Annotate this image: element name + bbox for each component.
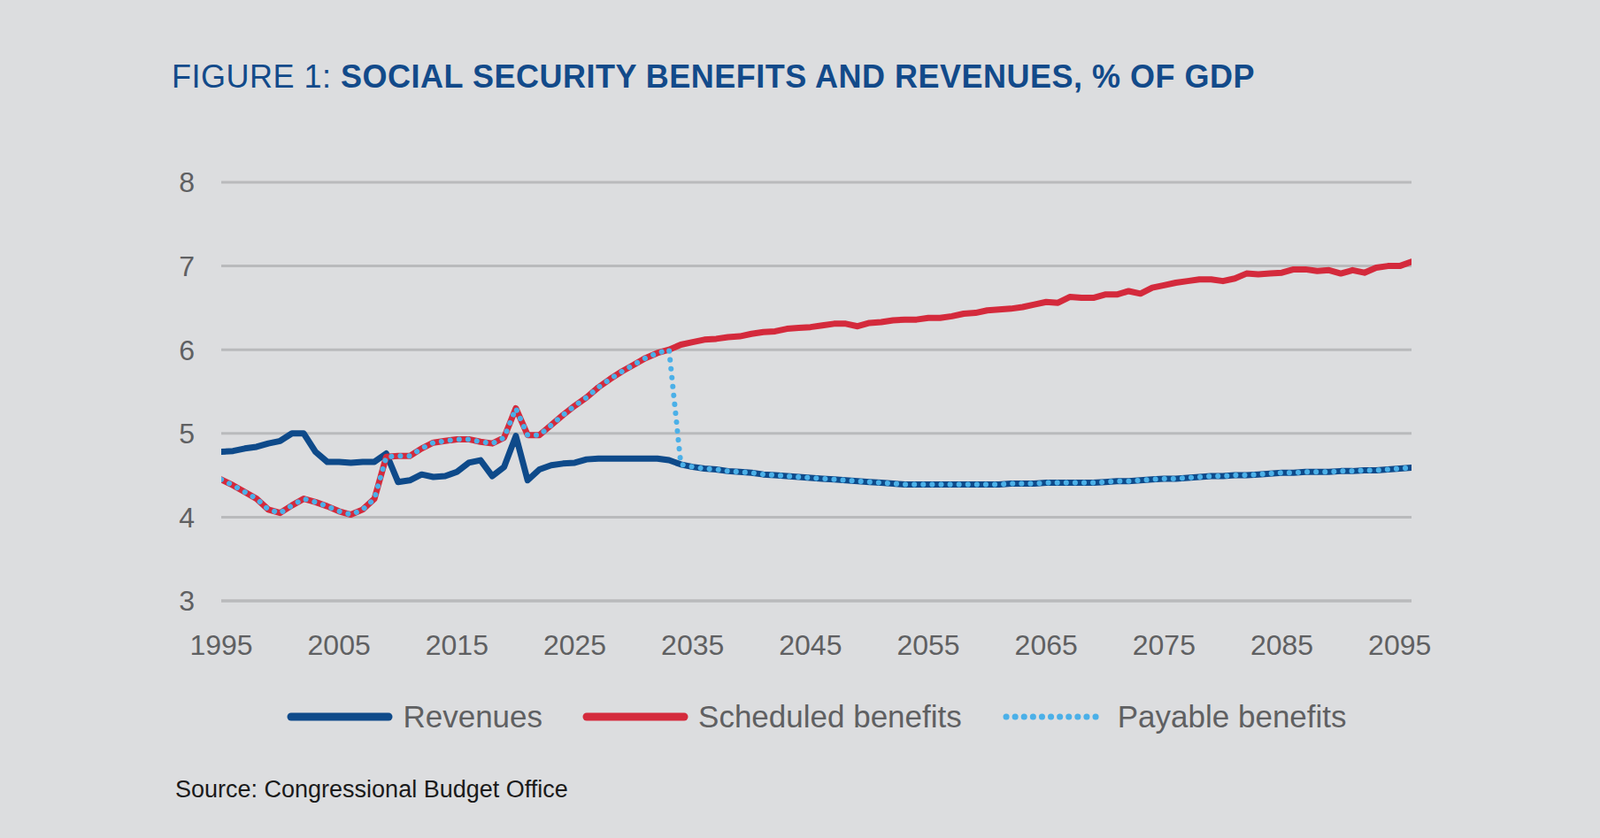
html-text:Revenues: Revenues [403,699,543,734]
html-text:Scheduled benefits: Scheduled benefits [698,699,962,734]
svg-text:2065: 2065 [1015,629,1078,662]
svg-text:8: 8 [178,166,195,199]
html-text:FIGURE 1: SOCIAL SECURITY BENE: FIGURE 1: SOCIAL SECURITY BENEFITS AND R… [171,58,1255,95]
svg-text:2075: 2075 [1132,629,1196,662]
html-text:Source: Congressional Budget O: Source: Congressional Budget Office [175,776,568,803]
svg-text:2005: 2005 [307,629,371,662]
svg-text:4: 4 [178,501,195,534]
svg-text:2055: 2055 [896,629,960,662]
svg-text:2025: 2025 [543,629,607,662]
svg-text:2035: 2035 [661,629,724,662]
svg-text:6: 6 [178,334,195,367]
svg-text:3: 3 [178,584,195,617]
svg-text:2095: 2095 [1368,629,1431,662]
svg-text:1995: 1995 [189,629,253,662]
svg-text:7: 7 [178,250,195,283]
svg-text:5: 5 [178,417,195,450]
svg-text:2045: 2045 [778,629,842,662]
svg-text:2085: 2085 [1250,629,1314,662]
html-text:Payable benefits: Payable benefits [1117,699,1347,734]
svg-text:2015: 2015 [425,629,489,662]
